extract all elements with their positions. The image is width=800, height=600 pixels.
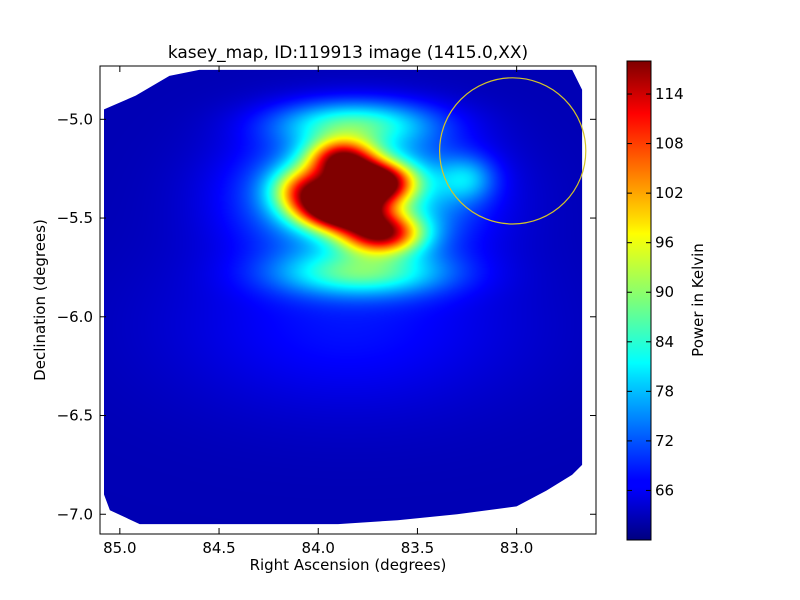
x-tick-label: 83.0 (500, 539, 533, 557)
colorbar (626, 60, 652, 541)
x-tick-label: 83.5 (401, 539, 434, 557)
colorbar-tick-label: 84 (655, 333, 674, 351)
colorbar-tick-label: 96 (655, 234, 674, 252)
y-axis: −5.0 −5.5 −6.0 −6.5 −7.0 (57, 110, 596, 523)
x-tick-label: 85.0 (103, 539, 136, 557)
chart-title: kasey_map, ID:119913 image (1415.0,XX) (168, 43, 528, 63)
y-tick-label: −6.5 (57, 407, 93, 425)
y-tick-label: −5.5 (57, 209, 93, 227)
y-tick-label: −5.0 (57, 110, 93, 128)
y-tick-label: −7.0 (57, 505, 93, 523)
x-tick-label: 84.0 (302, 539, 335, 557)
x-tick-label: 84.5 (202, 539, 235, 557)
colorbar-label: Power in Kelvin (689, 243, 707, 357)
colorbar-tick-label: 102 (655, 184, 684, 202)
y-tick-label: −6.0 (57, 308, 93, 326)
colorbar-tick-label: 72 (655, 432, 674, 450)
colorbar-tick-label: 66 (655, 481, 674, 499)
colorbar-tick-label: 114 (655, 85, 684, 103)
plot-area (100, 66, 596, 534)
source-circle (439, 77, 587, 225)
plot-frame (99, 65, 597, 535)
x-axis-label: Right Ascension (degrees) (250, 556, 447, 574)
colorbar-axis: 66 72 78 84 90 96 102 108 114 (627, 85, 684, 499)
x-axis: 85.0 84.5 84.0 83.5 83.0 (103, 66, 533, 557)
colorbar-tick-label: 90 (655, 283, 674, 301)
colorbar-tick-label: 78 (655, 382, 674, 400)
heatmap-image (104, 69, 583, 525)
y-axis-label: Declination (degrees) (31, 219, 49, 381)
colorbar-tick-label: 108 (655, 135, 684, 153)
